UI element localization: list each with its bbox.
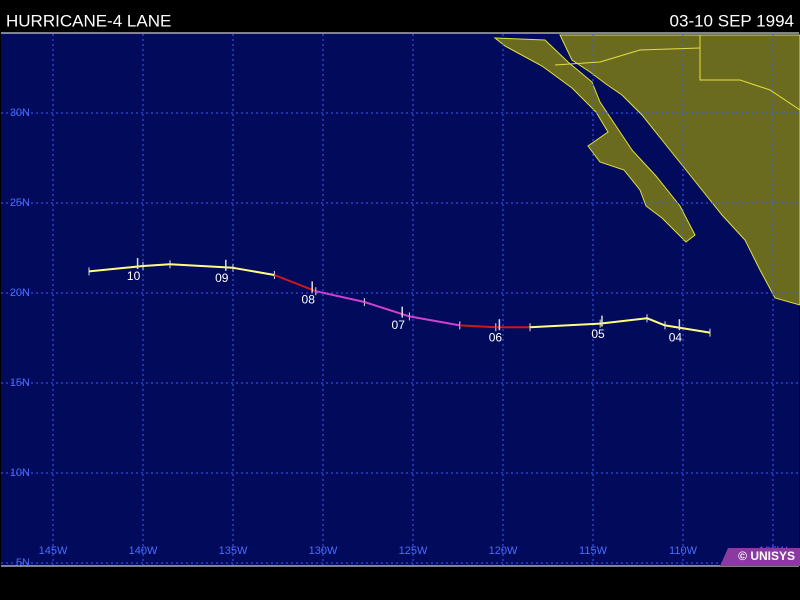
lon-tick-label: 110W <box>669 545 698 557</box>
track-segment <box>315 290 365 303</box>
lat-tick-label: 15N <box>10 377 30 389</box>
credit-badge <box>720 548 800 566</box>
baja <box>493 37 696 243</box>
lon-tick-label: 145W <box>39 545 68 557</box>
track-segment <box>529 322 601 329</box>
track-segment <box>664 324 711 334</box>
track-segment <box>142 263 171 267</box>
lat-tick-label: 25N <box>10 197 30 209</box>
track-segment <box>274 274 317 293</box>
day-label: 04 <box>669 330 683 344</box>
grid: 145W140W135W130W125W120W115W110W105W30N2… <box>1 34 799 569</box>
day-label: 06 <box>489 330 503 344</box>
track-segment <box>600 317 648 325</box>
day-label: 08 <box>302 293 316 307</box>
lon-tick-label: 130W <box>309 545 338 557</box>
lon-tick-label: 140W <box>129 545 158 557</box>
track-segment <box>459 324 496 329</box>
credit: © UNISYS <box>738 549 795 563</box>
day-label: 09 <box>215 271 229 285</box>
day-label: 07 <box>392 318 406 332</box>
dates: 03-10 SEP 1994 <box>670 11 794 30</box>
lat-tick-label: 10N <box>10 467 30 479</box>
land <box>493 34 800 306</box>
border <box>699 35 800 111</box>
lon-tick-label: 125W <box>399 545 428 557</box>
lon-tick-label: 135W <box>219 545 248 557</box>
track-segment <box>88 265 144 273</box>
lon-tick-label: 120W <box>489 545 518 557</box>
track-segment <box>232 266 275 276</box>
border <box>554 47 701 66</box>
day-label: 05 <box>591 327 605 341</box>
mainland <box>559 34 800 306</box>
lat-tick-label: 30N <box>10 107 30 119</box>
lat-tick-label: 20N <box>10 287 30 299</box>
track: 10 09 08 07 06 05 04 <box>88 258 711 344</box>
track-segment <box>409 315 460 327</box>
lat-tick-label: 5N <box>16 557 30 569</box>
track-segment <box>646 317 666 327</box>
track-segment <box>169 263 234 269</box>
lon-tick-label: 115W <box>579 545 608 557</box>
title: HURRICANE-4 LANE <box>6 11 171 30</box>
day-label: 10 <box>127 269 141 283</box>
